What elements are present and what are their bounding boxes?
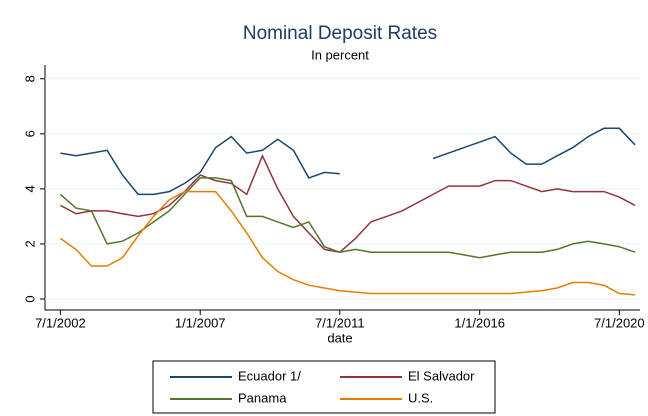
x-axis-label: date: [327, 330, 352, 345]
series-line: [59, 190, 636, 296]
y-tick-label: 2: [22, 240, 37, 247]
x-tick-label: 1/1/2007: [175, 315, 226, 330]
x-tick-label: 7/1/2020: [594, 315, 645, 330]
x-tick-label: 7/1/2011: [315, 315, 365, 330]
chart-subtitle: In percent: [311, 47, 369, 62]
y-tick-label: 6: [22, 130, 37, 137]
legend-label: Panama: [238, 390, 287, 405]
y-tick-label: 4: [22, 185, 37, 192]
y-tick-label: 0: [22, 295, 37, 302]
legend-label: El Salvador: [408, 368, 475, 383]
series-line: [60, 153, 636, 254]
legend-box: [152, 360, 496, 414]
legend-label: U.S.: [408, 390, 433, 405]
x-tick-label: 7/1/2002: [35, 315, 86, 330]
series-line: [60, 127, 636, 196]
chart-title: Nominal Deposit Rates: [243, 23, 437, 44]
x-tick-label: 1/1/2016: [454, 315, 505, 330]
y-tick-label: 8: [22, 75, 37, 82]
series-line: [59, 177, 636, 259]
legend-label: Ecuador 1/: [238, 368, 301, 383]
